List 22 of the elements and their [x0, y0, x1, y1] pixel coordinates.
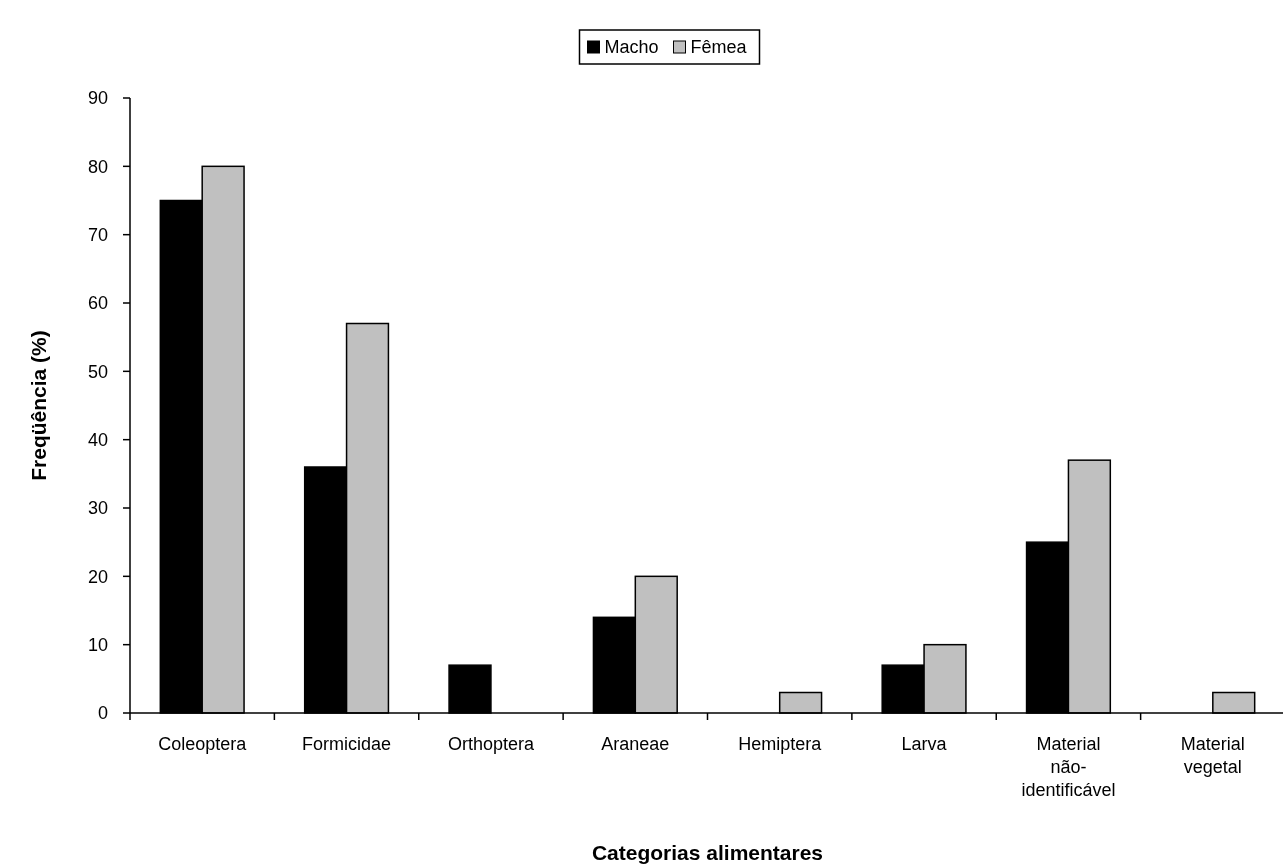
legend-label: Fêmea — [690, 37, 748, 58]
y-axis-title: Freqüência (%) — [27, 330, 50, 481]
y-tick-label: 50 — [87, 361, 108, 382]
y-tick-label: 30 — [87, 498, 108, 519]
y-tick-label: 90 — [87, 88, 108, 109]
x-tick-label: Formicidae — [302, 734, 392, 754]
y-tick-label: 70 — [87, 224, 108, 245]
x-tick-label: Material não-identificável — [1021, 734, 1116, 800]
y-tick-label: 10 — [87, 634, 108, 655]
x-tick-label: Larva — [901, 734, 948, 754]
x-axis-title: Categorias alimentares — [591, 841, 824, 864]
x-tick-label: Orthoptera — [447, 734, 535, 754]
legend-label: Macho — [604, 37, 659, 58]
x-tick-label: Hemiptera — [738, 734, 823, 754]
x-tick-label: Coleoptera — [158, 734, 248, 754]
y-tick-label: 0 — [97, 703, 108, 724]
y-tick-label: 20 — [87, 566, 108, 587]
y-tick-label: 60 — [87, 293, 108, 314]
x-tick-label: Material vegetal — [1180, 734, 1245, 777]
x-tick-label: Araneae — [601, 734, 670, 754]
y-tick-label: 40 — [87, 429, 108, 450]
y-tick-label: 80 — [87, 156, 108, 177]
